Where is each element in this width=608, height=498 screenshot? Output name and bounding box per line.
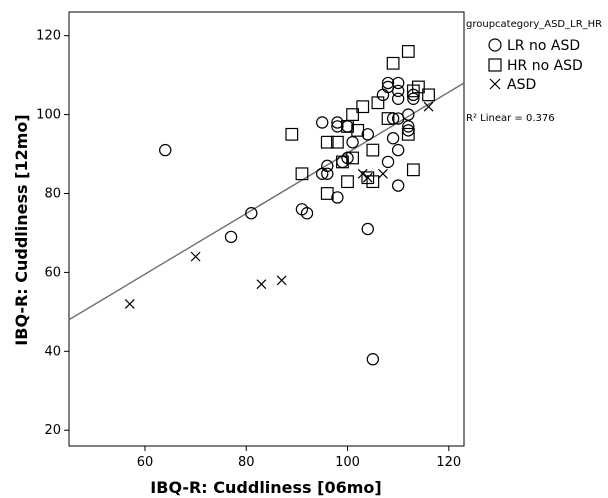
data-point-asd [423,101,434,112]
data-point-asd [256,279,267,290]
data-point-hr-no-asd [422,88,435,102]
data-point-lr-no-asd [391,143,405,157]
legend-marker-circle-icon [488,38,502,52]
data-point-hr-no-asd [320,135,334,149]
data-point-hr-no-asd [330,135,344,149]
data-point-lr-no-asd [402,120,415,133]
legend-label-asd: ASD [507,77,536,93]
data-point-hr-no-asd [371,96,385,110]
data-point-hr-no-asd [401,45,415,58]
legend-item-lr-no-asd: LR no ASD [488,38,580,54]
data-point-hr-no-asd [361,171,375,185]
data-point-hr-no-asd [341,175,354,189]
legend-label-hr-no-asd: HR no ASD [507,58,583,74]
data-point-hr-no-asd [366,175,380,189]
data-point-hr-no-asd [401,127,415,141]
data-point-lr-no-asd [391,179,405,192]
data-point-hr-no-asd [295,167,309,181]
legend-title: groupcategory_ASD_LR_HR [466,19,602,30]
y-axis-title: IBQ-R: Cuddliness [12mo] [12,114,31,345]
data-point-lr-no-asd [321,167,334,180]
data-point-hr-no-asd [381,112,395,125]
data-point-lr-no-asd [224,230,238,244]
plot-area [68,11,465,447]
data-point-x-stroke [256,279,267,290]
data-point-hr-no-asd [356,100,370,114]
data-point-x-stroke [378,168,388,179]
data-point-hr-no-asd [386,56,400,70]
data-point-lr-no-asd [316,116,329,129]
data-point-hr-no-asd [320,187,334,200]
data-point-hr-no-asd [351,123,365,137]
data-point-hr-no-asd [406,163,420,177]
x-axis-tick-label: 60 [137,455,154,470]
data-point-hr-no-asd [336,155,349,169]
data-points [124,45,435,366]
y-axis-tick-label: 20 [44,423,61,438]
y-axis-tick-label: 60 [44,265,61,280]
y-axis-tick-label: 40 [44,344,61,359]
data-point-asd [190,251,201,262]
data-point-hr-no-asd [346,151,359,165]
data-point-hr-no-asd [412,80,425,94]
data-point-lr-no-asd [386,132,400,145]
data-point-lr-no-asd [361,128,374,141]
data-point-lr-no-asd [300,207,314,220]
data-point-asd [378,168,388,179]
data-point-lr-no-asd [331,120,344,133]
data-point-asd [362,172,373,183]
data-point-hr-no-asd [285,127,299,141]
legend-item-asd: ASD [489,77,536,93]
data-point-hr-no-asd [406,84,420,98]
x-axis-tick-label: 100 [335,455,360,470]
data-point-x-stroke [124,299,135,309]
data-point-asd [357,168,368,179]
legend-marker-x-icon-stroke-2 [489,78,501,90]
data-point-x-stroke [423,101,434,112]
data-point-lr-no-asd [331,191,344,204]
data-point-lr-no-asd [402,108,415,121]
data-point-lr-no-asd [361,222,374,236]
data-point-lr-no-asd [321,159,334,173]
data-point-lr-no-asd [391,92,405,106]
data-point-lr-no-asd [159,143,172,157]
data-point-x-stroke [362,172,373,183]
x-axis-tick-label: 120 [436,455,461,470]
legend: groupcategory_ASD_LR_HR LR no ASD HR no … [466,19,602,124]
data-point-lr-no-asd [391,76,405,90]
data-point-lr-no-asd [366,353,380,366]
data-point-lr-no-asd [381,76,395,90]
data-point-lr-no-asd [245,207,258,220]
plot-frame [68,11,465,447]
data-point-lr-no-asd [381,155,395,169]
data-point-hr-no-asd [366,143,380,157]
y-axis-tick-label: 120 [36,29,61,44]
y-axis-tick-label: 80 [44,186,61,201]
data-point-hr-no-asd [346,108,359,121]
x-axis-title: IBQ-R: Cuddliness [06mo] [150,478,381,497]
fit-line-label: R² Linear = 0.376 [466,113,555,124]
data-point-x-stroke [190,251,201,262]
x-axis-tick-label: 80 [238,455,255,470]
regression-fit-line [68,82,465,321]
data-point-lr-no-asd [391,84,405,98]
legend-marker-square-icon [488,58,502,72]
data-point-asd [276,275,287,286]
data-point-x-stroke [276,275,287,286]
axes: 60 80 100 120 20 40 60 80 100 120 [36,29,461,470]
data-point-x-stroke [357,168,368,179]
legend-label-lr-no-asd: LR no ASD [507,38,580,54]
y-axis-tick-label: 100 [36,108,61,123]
legend-item-hr-no-asd: HR no ASD [488,58,583,74]
data-point-asd [124,299,135,309]
